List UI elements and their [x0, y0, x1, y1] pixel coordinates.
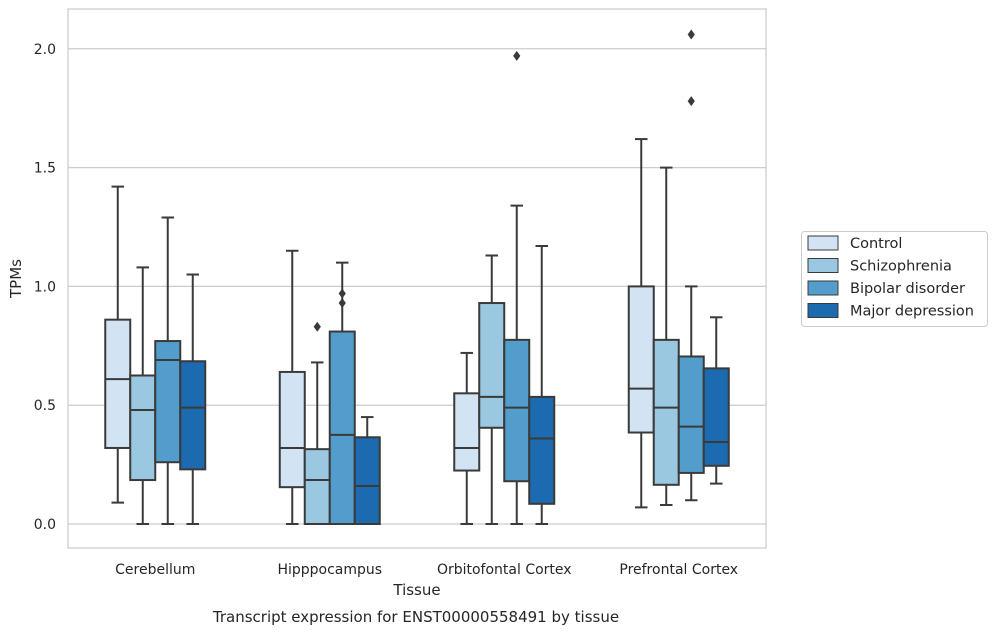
- box-control: [104, 185, 132, 504]
- box-body: [652, 338, 680, 486]
- box-body: [179, 360, 207, 471]
- legend-frame: [801, 231, 988, 327]
- y-tick-label: 0.0: [34, 517, 56, 533]
- outlier-point: [313, 321, 321, 332]
- box-body: [154, 340, 182, 464]
- box-control: [453, 351, 481, 525]
- box-bipolar-disorder: [677, 29, 705, 502]
- box-schizophrenia: [478, 254, 506, 525]
- y-tick-label: 1.0: [34, 279, 56, 295]
- legend-swatch: [807, 235, 839, 251]
- x-tick-label: Prefrontal Cortex: [619, 562, 738, 578]
- box-major-depression: [353, 416, 381, 525]
- plot-frame: [67, 8, 767, 549]
- outlier-point: [338, 288, 346, 299]
- x-axis-label: Tissue: [392, 581, 440, 599]
- box-body: [353, 436, 381, 525]
- box-bipolar-disorder: [328, 261, 356, 525]
- legend-label: Major depression: [850, 304, 974, 320]
- box-schizophrenia: [303, 321, 331, 526]
- outlier-point: [338, 298, 346, 309]
- legend-label: Control: [850, 236, 902, 252]
- y-axis-ticks: 0.0 0.5 1.0 1.5 2.0: [34, 42, 56, 533]
- box-body: [528, 395, 556, 505]
- legend: Control Schizophrenia Bipolar disorder Majo…: [801, 231, 988, 327]
- box-series: [104, 29, 730, 526]
- y-axis-label: TPMs: [7, 259, 25, 299]
- box-body: [104, 318, 132, 449]
- y-tick-label: 2.0: [34, 42, 56, 58]
- box-bipolar-disorder: [503, 50, 531, 525]
- box-body: [478, 302, 506, 429]
- box-body: [453, 392, 481, 472]
- box-body: [503, 338, 531, 483]
- x-axis-ticks: Cerebellum Hipppocampus Orbitofontal Corte…: [115, 562, 738, 578]
- box-body: [129, 374, 157, 482]
- box-schizophrenia: [129, 266, 157, 525]
- y-tick-label: 1.5: [34, 161, 56, 177]
- box-control: [278, 249, 306, 525]
- legend-swatch: [807, 303, 839, 318]
- box-control: [627, 138, 655, 509]
- legend-label: Bipolar disorder: [850, 281, 965, 297]
- x-tick-label: Hipppocampus: [277, 562, 382, 578]
- box-major-depression: [702, 316, 730, 485]
- legend-swatch: [807, 258, 839, 273]
- legend-swatch: [807, 280, 839, 296]
- legend-label: Schizophrenia: [850, 259, 952, 275]
- box-schizophrenia: [652, 166, 680, 506]
- box-body: [702, 367, 730, 467]
- outlier-point: [513, 50, 521, 61]
- box-body: [278, 370, 306, 489]
- x-tick-label: Orbitofontal Cortex: [437, 562, 572, 578]
- box-major-depression: [179, 273, 207, 525]
- outlier-point: [687, 96, 695, 107]
- box-bipolar-disorder: [154, 216, 182, 525]
- x-tick-label: Cerebellum: [115, 562, 195, 578]
- outlier-point: [687, 29, 695, 40]
- box-body: [303, 448, 331, 526]
- box-body: [627, 285, 655, 434]
- box-major-depression: [528, 245, 556, 525]
- chart-caption: Transcript expression for ENST0000055849…: [212, 608, 619, 626]
- box-body: [328, 330, 356, 525]
- y-tick-label: 0.5: [34, 398, 56, 414]
- box-body: [677, 355, 705, 474]
